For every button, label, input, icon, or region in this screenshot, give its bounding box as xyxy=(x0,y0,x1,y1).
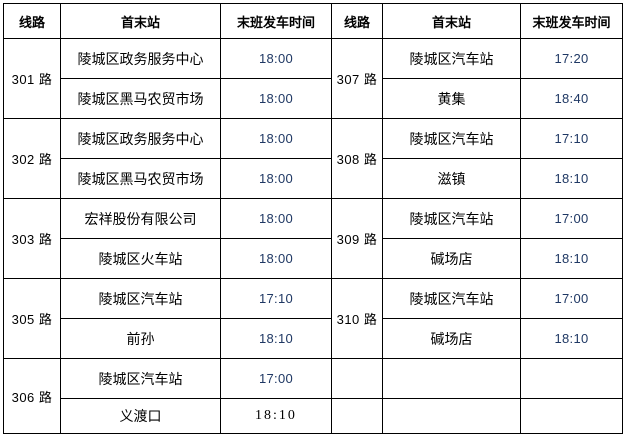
station-cell: 陵城区火车站 xyxy=(60,238,221,279)
station-cell: 陵城区汽车站 xyxy=(60,358,221,399)
station-cell: 陵城区黑马农贸市场 xyxy=(60,158,221,199)
route-cell-303: 303 路 xyxy=(3,198,61,279)
table-row: 陵城区火车站 18:00 碱场店 18:10 xyxy=(4,238,623,279)
header-station-left: 首末站 xyxy=(60,3,221,39)
time-cell: 18:10 xyxy=(520,158,623,199)
time-cell: 17:00 xyxy=(520,278,623,319)
time-cell: 18:10 xyxy=(520,238,623,279)
time-cell: 18:00 xyxy=(220,78,332,119)
time-cell: 18:10 xyxy=(220,318,332,359)
time-cell: 17:10 xyxy=(220,278,332,319)
station-cell: 宏祥股份有限公司 xyxy=(60,198,221,239)
station-cell: 陵城区政务服务中心 xyxy=(60,118,221,159)
station-cell: 陵城区汽车站 xyxy=(382,198,521,239)
time-cell: 17:00 xyxy=(220,358,332,399)
time-cell: 17:20 xyxy=(520,38,623,79)
table-row: 305 路 陵城区汽车站 17:10 310 路 陵城区汽车站 17:00 xyxy=(3,278,623,359)
station-cell: 陵城区黑马农贸市场 xyxy=(60,78,221,119)
header-row: 线路 首末站 末班发车时间 线路 首末站 末班发车时间 xyxy=(3,3,623,39)
station-cell: 陵城区政务服务中心 xyxy=(60,38,221,79)
time-cell: 17:00 xyxy=(520,198,623,239)
table-row: 301 路 陵城区政务服务中心 18:00 307 路 陵城区汽车站 17:20 xyxy=(3,38,623,119)
route-cell-302: 302 路 xyxy=(3,118,61,199)
route-cell-305: 305 路 xyxy=(3,278,61,359)
station-cell: 陵城区汽车站 xyxy=(382,278,521,319)
time-cell: 18:00 xyxy=(220,198,332,239)
time-cell: 18:00 xyxy=(220,158,332,199)
header-time-left: 末班发车时间 xyxy=(220,3,332,39)
route-cell-307: 307 路 xyxy=(331,38,383,119)
table-row: 前孙 18:10 碱场店 18:10 xyxy=(4,318,623,359)
route-cell-310: 310 路 xyxy=(331,278,383,359)
station-cell: 滋镇 xyxy=(382,158,521,199)
time-cell: 18:00 xyxy=(220,38,332,79)
station-cell: 碱场店 xyxy=(382,318,521,359)
station-cell: 黄集 xyxy=(382,78,521,119)
time-cell: 18:00 xyxy=(220,238,332,279)
table-row: 义渡口 18:10 xyxy=(4,398,623,434)
table-row: 303 路 宏祥股份有限公司 18:00 309 路 陵城区汽车站 17:00 xyxy=(3,198,623,279)
route-cell-306: 306 路 xyxy=(3,358,61,434)
time-cell: 18:10 xyxy=(520,318,623,359)
route-cell-empty xyxy=(331,358,383,399)
header-station-right: 首末站 xyxy=(382,3,521,39)
bus-schedule-table: 线路 首末站 末班发车时间 线路 首末站 末班发车时间 301 路 陵城区政务服… xyxy=(3,3,623,434)
time-cell: 18:40 xyxy=(520,78,623,119)
table-row: 302 路 陵城区政务服务中心 18:00 308 路 陵城区汽车站 17:10 xyxy=(3,118,623,199)
station-cell: 陵城区汽车站 xyxy=(382,118,521,159)
time-cell: 18:10 xyxy=(220,398,332,434)
station-cell: 陵城区汽车站 xyxy=(382,38,521,79)
time-cell: 17:10 xyxy=(520,118,623,159)
time-cell-empty xyxy=(520,358,623,399)
header-route-right: 线路 xyxy=(331,3,383,39)
route-cell-empty xyxy=(331,398,383,434)
table-row: 陵城区黑马农贸市场 18:00 滋镇 18:10 xyxy=(4,158,623,199)
table-row: 306 路 陵城区汽车站 17:00 xyxy=(3,358,623,434)
header-route-left: 线路 xyxy=(3,3,61,39)
route-cell-309: 309 路 xyxy=(331,198,383,279)
route-cell-301: 301 路 xyxy=(3,38,61,119)
station-cell: 前孙 xyxy=(60,318,221,359)
header-time-right: 末班发车时间 xyxy=(520,3,623,39)
time-cell: 18:00 xyxy=(220,118,332,159)
station-cell: 义渡口 xyxy=(60,398,221,434)
station-cell-empty xyxy=(382,398,521,434)
station-cell: 碱场店 xyxy=(382,238,521,279)
route-cell-308: 308 路 xyxy=(331,118,383,199)
time-cell-empty xyxy=(520,398,623,434)
table-row: 陵城区黑马农贸市场 18:00 黄集 18:40 xyxy=(4,78,623,119)
station-cell: 陵城区汽车站 xyxy=(60,278,221,319)
station-cell-empty xyxy=(382,358,521,399)
